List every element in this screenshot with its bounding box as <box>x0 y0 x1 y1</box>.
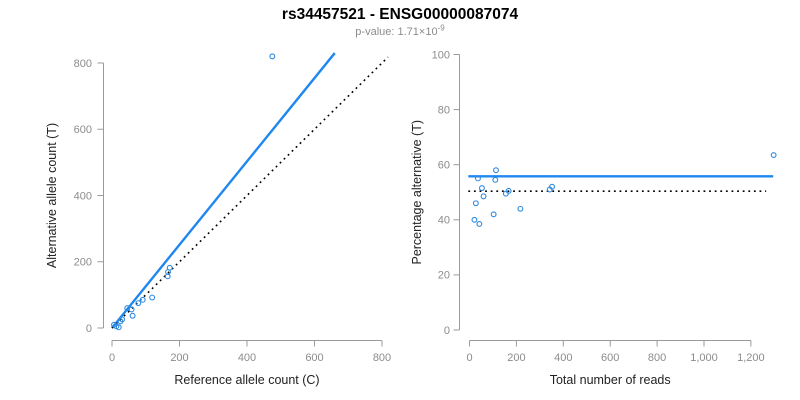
identity-line <box>111 56 389 329</box>
y-axis-title: Alternative allele count (T) <box>45 123 59 268</box>
data-point <box>472 200 479 207</box>
x-tick-label: 600 <box>601 352 619 364</box>
data-point <box>492 176 499 183</box>
data-point <box>128 306 135 313</box>
data-point <box>149 294 156 301</box>
data-point <box>549 183 555 190</box>
x-axis-title: Total number of reads <box>550 373 671 387</box>
data-point <box>139 296 146 303</box>
y-tick-label: 80 <box>438 104 450 116</box>
pvalue-exponent: -9 <box>437 23 445 33</box>
data-point <box>490 211 497 218</box>
data-point <box>770 152 777 159</box>
data-point <box>493 167 499 174</box>
right-percentage-plot: 0 20 40 60 80 100 0 200 400 600 800 1,000 1,200 Total… <box>410 49 777 387</box>
x-tick-label: 200 <box>507 352 525 364</box>
data-point <box>474 175 481 182</box>
x-tick-label: 200 <box>170 352 188 364</box>
data-point <box>119 316 126 323</box>
data-point <box>502 190 509 197</box>
data-point <box>115 324 122 331</box>
y-tick-label: 40 <box>438 215 450 227</box>
pvalue-text: p-value: 1.71×10 <box>355 26 438 38</box>
y-tick-label: 600 <box>74 124 92 136</box>
data-point <box>517 205 524 212</box>
x-tick-label: 400 <box>238 352 256 364</box>
x-tick-label: 1,200 <box>737 352 765 364</box>
data-point <box>478 185 485 192</box>
y-tick-label: 200 <box>74 257 92 269</box>
x-tick-label: 800 <box>373 352 391 364</box>
figure-header: rs34457521 - ENSG00000087074 p-value: 1.… <box>0 6 800 38</box>
y-tick-label: 0 <box>86 323 92 335</box>
data-point <box>480 193 487 200</box>
data-point <box>269 53 276 60</box>
y-axis-title: Percentage alternative (T) <box>410 120 424 265</box>
x-axis-title: Reference allele count (C) <box>174 373 319 387</box>
x-tick-label: 0 <box>109 352 115 364</box>
y-tick-label: 400 <box>74 190 92 202</box>
y-tick-label: 60 <box>438 160 450 172</box>
data-point <box>505 187 512 194</box>
x-tick-label: 600 <box>305 352 323 364</box>
left-allele-count-plot: 0 200 400 600 800 0 200 400 600 800 Reference alle… <box>45 52 391 387</box>
y-tick-label: 0 <box>444 325 450 337</box>
data-point <box>471 216 478 223</box>
fit-line <box>111 52 336 329</box>
data-point <box>166 264 173 271</box>
data-point <box>129 312 136 319</box>
x-tick-label: 800 <box>648 352 666 364</box>
y-tick-label: 800 <box>74 58 92 70</box>
y-tick-label: 20 <box>438 270 450 282</box>
x-tick-label: 0 <box>466 352 472 364</box>
data-point <box>135 300 142 307</box>
x-tick-label: 1,000 <box>690 352 718 364</box>
plot-title: rs34457521 - ENSG00000087074 <box>281 6 519 23</box>
pvalue-subtitle: p-value: 1.71×10-9 <box>0 23 800 38</box>
y-tick-label: 100 <box>432 49 450 61</box>
x-tick-label: 400 <box>554 352 572 364</box>
data-point <box>476 220 483 227</box>
